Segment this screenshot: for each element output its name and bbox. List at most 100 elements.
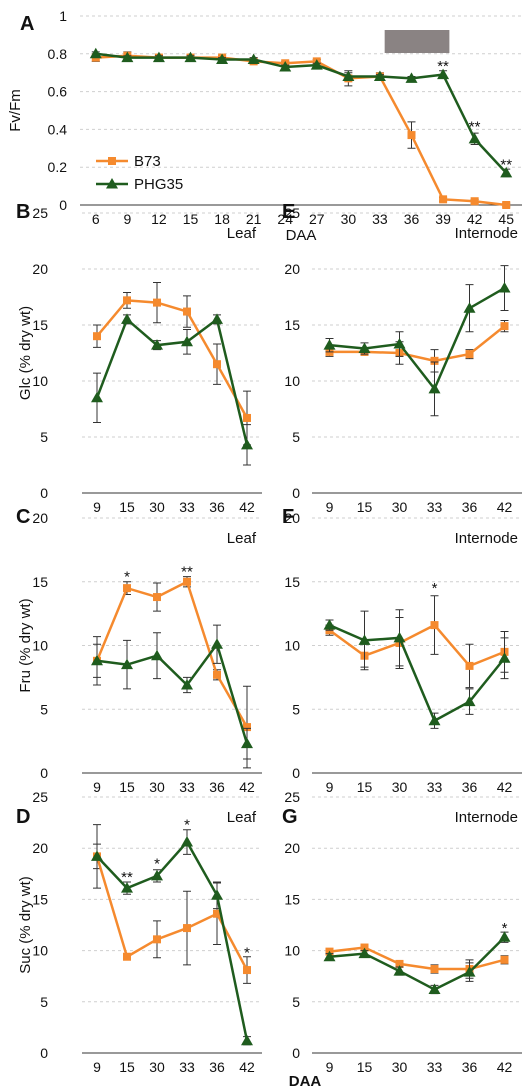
panel-a-xtick-label: 24 — [277, 211, 293, 227]
panel-g-xtick-label: 36 — [462, 1059, 478, 1075]
panel-d-b73-point — [183, 924, 191, 933]
panel-b-b73-point — [123, 296, 131, 305]
panel-d-ytick-label: 15 — [32, 891, 48, 907]
panel-b-b73-point — [213, 360, 221, 369]
panel-e-phg35-point — [323, 339, 336, 350]
panel-e-b73-point — [430, 356, 439, 365]
panel-d-phg35-point — [241, 1034, 253, 1046]
panel-a-phg35-point — [310, 59, 323, 70]
panel-c-label: C — [16, 506, 30, 528]
panel-a-ytick-label: 1 — [59, 8, 67, 24]
panel-g-phg35-line — [329, 936, 506, 991]
panel-g-phg35-point — [428, 983, 441, 995]
panel-b-ytick-label: 15 — [32, 317, 48, 333]
panel-e-label: E — [282, 201, 295, 223]
panel-d-b73-line — [95, 856, 249, 971]
panel-a-label: A — [20, 13, 34, 35]
panel-g-phg35-point — [463, 966, 476, 977]
panel-d-significance: * — [244, 945, 250, 962]
panel-a-xtick-label: 15 — [183, 211, 199, 227]
panel-c-ylabel: Fru (% dry wt) — [17, 598, 34, 692]
panel-f-xtick-label: 9 — [326, 779, 334, 795]
panel-a-phg35-point — [373, 70, 386, 81]
panel-f-phg35-point — [358, 634, 371, 645]
panel-c-b73-point — [183, 577, 191, 586]
panel-b-b73-point — [93, 332, 101, 341]
panel-a-phg35-line — [95, 52, 508, 174]
panel-e-note: Internode — [455, 225, 518, 242]
panel-e-phg35-line — [329, 286, 506, 392]
panel-g-ytick-label: 0 — [292, 1045, 300, 1061]
panel-g-xtick-label: 30 — [392, 1059, 408, 1075]
panel-a-significance: ** — [500, 156, 512, 173]
panel-d-xtick-label: 9 — [93, 1059, 101, 1075]
panel-c-significance: * — [124, 568, 130, 585]
panel-d-significance: * — [154, 856, 160, 873]
panel-f-b73-point — [430, 621, 439, 630]
panel-c-xtick-label: 9 — [93, 779, 101, 795]
panel-c-phg35-point — [91, 654, 103, 666]
panel-g-ytick-label: 20 — [284, 840, 300, 856]
panel-e-ytick-label: 0 — [292, 485, 300, 501]
panel-a-xtick-label: 30 — [341, 211, 357, 227]
panel-b-xtick-label: 30 — [149, 499, 165, 515]
panel-g-ytick-label: 25 — [284, 789, 300, 805]
panel-e-ytick-label: 10 — [284, 373, 300, 389]
panel-a-xtick-label: 6 — [92, 211, 100, 227]
panel-b-phg35-point — [91, 391, 103, 403]
panel-a-b73-point — [407, 131, 416, 140]
panel-d-significance: ** — [121, 869, 133, 886]
panel-e-ytick-label: 20 — [284, 261, 300, 277]
panel-b-phg35-point — [151, 339, 163, 350]
panel-g-b73-point — [500, 955, 509, 964]
panel-b-ytick-label: 20 — [32, 261, 48, 277]
panel-b-xtick-label: 42 — [239, 499, 255, 515]
panel-g-phg35-point — [498, 931, 511, 942]
panel-b-ytick-label: 0 — [40, 485, 48, 501]
panel-c-xtick-label: 15 — [119, 779, 135, 795]
panel-c-b73-point — [213, 670, 221, 679]
panel-a-phg35-point — [405, 72, 418, 83]
panel-c-phg35-point — [241, 737, 253, 749]
panel-d-phg35-point — [181, 836, 193, 847]
panel-a-phg35-point — [437, 68, 450, 80]
panel-e-ytick-label: 15 — [284, 317, 300, 333]
panel-b-ytick-label: 5 — [40, 429, 48, 445]
panel-a-phg35-point — [342, 70, 355, 81]
panel-d-ytick-label: 5 — [40, 994, 48, 1010]
panel-a-significance: ** — [469, 119, 481, 136]
panel-c-significance: ** — [181, 563, 193, 580]
panel-g-b73-point — [395, 959, 404, 968]
panel-f-xtick-label: 15 — [357, 779, 373, 795]
panel-c-phg35-line — [96, 641, 249, 745]
panel-a-b73-point — [439, 195, 448, 204]
panel-a-ytick-label: 0.8 — [48, 46, 68, 62]
panel-e-xtick-label: 15 — [357, 499, 373, 515]
panel-d-b73-point — [153, 935, 161, 944]
panel-g-b73-point — [360, 943, 369, 952]
panel-d-xtick-label: 36 — [209, 1059, 225, 1075]
panel-a-xtick-label: 27 — [309, 211, 325, 227]
panel-b-phg35-point — [181, 335, 193, 347]
panel-f-xtick-label: 30 — [392, 779, 408, 795]
panel-d-ytick-label: 0 — [40, 1045, 48, 1061]
panel-f-ytick-label: 15 — [284, 574, 300, 590]
panel-f-xtick-label: 36 — [462, 779, 478, 795]
panel-c-ytick-label: 20 — [32, 510, 48, 526]
panel-a-xtick-label: 42 — [467, 211, 483, 227]
panel-e-phg35-point — [463, 302, 476, 313]
legend-b73-label: B73 — [134, 153, 161, 170]
legend-phg35-marker — [106, 178, 118, 189]
panel-g-note: Internode — [455, 809, 518, 826]
panel-b-xtick-label: 15 — [119, 499, 135, 515]
panel-f-ytick-label: 20 — [284, 510, 300, 526]
panel-b-ylabel: Glc (% dry wt) — [17, 306, 34, 400]
panel-f-phg35-point — [323, 619, 336, 630]
panel-e-xtick-label: 30 — [392, 499, 408, 515]
panel-f-phg35-point — [498, 652, 511, 663]
legend-phg35-label: PHG35 — [134, 176, 183, 193]
panel-d-b73-point — [243, 966, 251, 975]
panel-a-xtick-label: 9 — [123, 211, 131, 227]
panel-f-label: F — [282, 506, 294, 528]
panel-c-xtick-label: 42 — [239, 779, 255, 795]
